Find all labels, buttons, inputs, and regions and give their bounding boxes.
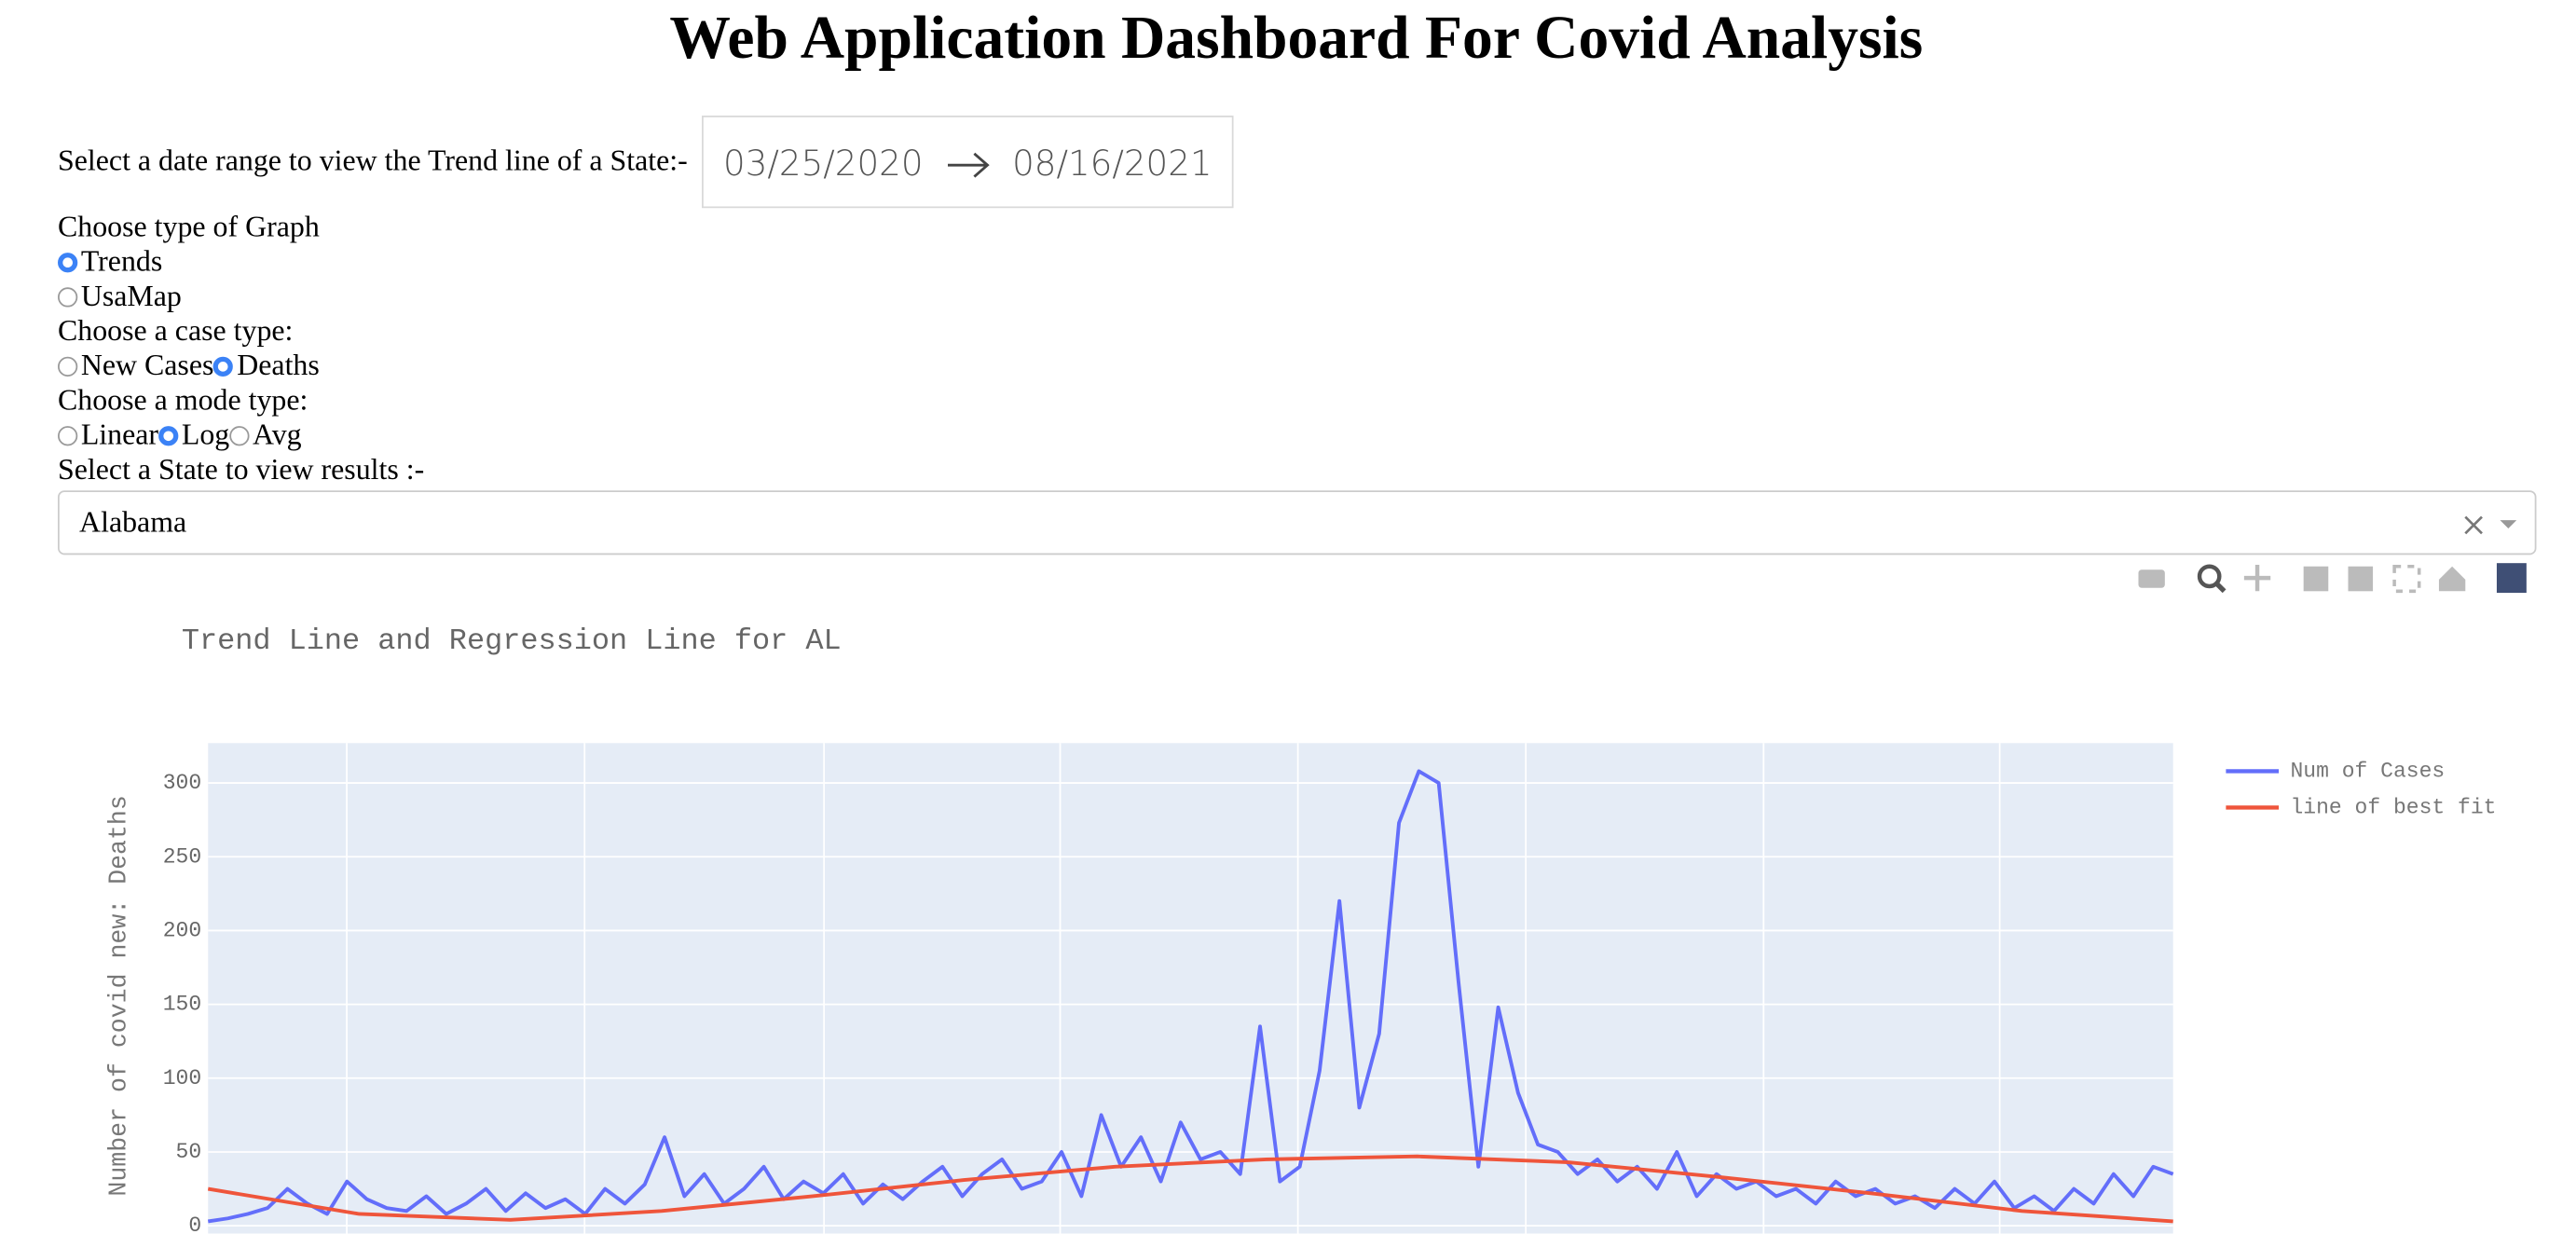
date-range-picker[interactable]: 03/25/2020 08/16/2021 [702, 116, 1234, 209]
radio-button[interactable] [58, 253, 78, 273]
radio-label: New Cases [80, 348, 214, 382]
dropdown-icons [2464, 515, 2517, 535]
chart-title: Trend Line and Regression Line for AL [182, 624, 842, 658]
radio-row: New Cases Deaths [58, 349, 320, 383]
y-tick-label: 300 [163, 771, 201, 795]
state-dropdown[interactable]: Alabama [58, 490, 2537, 555]
case-type-label: Choose a case type: [58, 313, 294, 348]
radio-option[interactable]: Avg [229, 418, 302, 451]
radio-button[interactable] [58, 287, 78, 308]
y-axis-title: Number of covid new: Deaths [105, 795, 133, 1196]
radio-label: Linear [80, 418, 159, 451]
radio-option[interactable]: New Cases [58, 349, 213, 381]
plot-area [208, 743, 2173, 1234]
radio-option[interactable]: Log [158, 418, 230, 451]
y-tick-label: 50 [176, 1140, 202, 1164]
modebar[interactable] [2138, 563, 2527, 594]
start-date[interactable]: 03/25/2020 [723, 144, 924, 184]
radio-label: UsaMap [80, 279, 182, 312]
legend-label: line of best fit [2290, 795, 2496, 819]
radio-label: Deaths [237, 348, 320, 382]
radio-option[interactable]: Trends [58, 244, 182, 279]
y-tick-label: 0 [188, 1213, 201, 1233]
radio-button[interactable] [58, 356, 78, 377]
radio-option[interactable]: Deaths [213, 348, 320, 382]
legend-label: Num of Cases [2290, 760, 2445, 784]
radio-label: Log [181, 418, 230, 451]
radio-row: Trends UsaMap [58, 244, 182, 313]
radio-button[interactable] [158, 426, 179, 446]
state-value: Alabama [79, 505, 187, 539]
radio-button[interactable] [58, 426, 78, 446]
radio-button[interactable] [229, 426, 250, 446]
radio-option[interactable]: Linear [58, 418, 159, 451]
y-tick-label: 200 [163, 919, 201, 943]
date-label: Select a date range to view the Trend li… [58, 144, 688, 177]
x-grid [346, 743, 2001, 1234]
page-title: Web Application Dashboard For Covid Anal… [669, 5, 1924, 73]
y-tick-label: 150 [163, 993, 201, 1017]
radio-label: Avg [253, 418, 302, 451]
radio-button[interactable] [213, 356, 234, 377]
mode-type-label: Choose a mode type: [58, 383, 308, 417]
end-date[interactable]: 08/16/2021 [1012, 144, 1213, 184]
chart: Trend Line and Regression Line for AL Nu… [105, 563, 2527, 1234]
y-tick-label: 100 [163, 1066, 201, 1090]
radio-row: Linear Log Avg [58, 418, 302, 452]
radio-option[interactable]: UsaMap [58, 279, 182, 313]
arrow-icon [948, 152, 990, 178]
state-label: Select a State to view results :- [58, 452, 425, 486]
series-line [207, 1154, 2173, 1224]
radio-label: Trends [80, 244, 163, 278]
y-tick-label: 250 [163, 844, 201, 869]
graph-type-label: Choose type of Graph [58, 210, 320, 243]
